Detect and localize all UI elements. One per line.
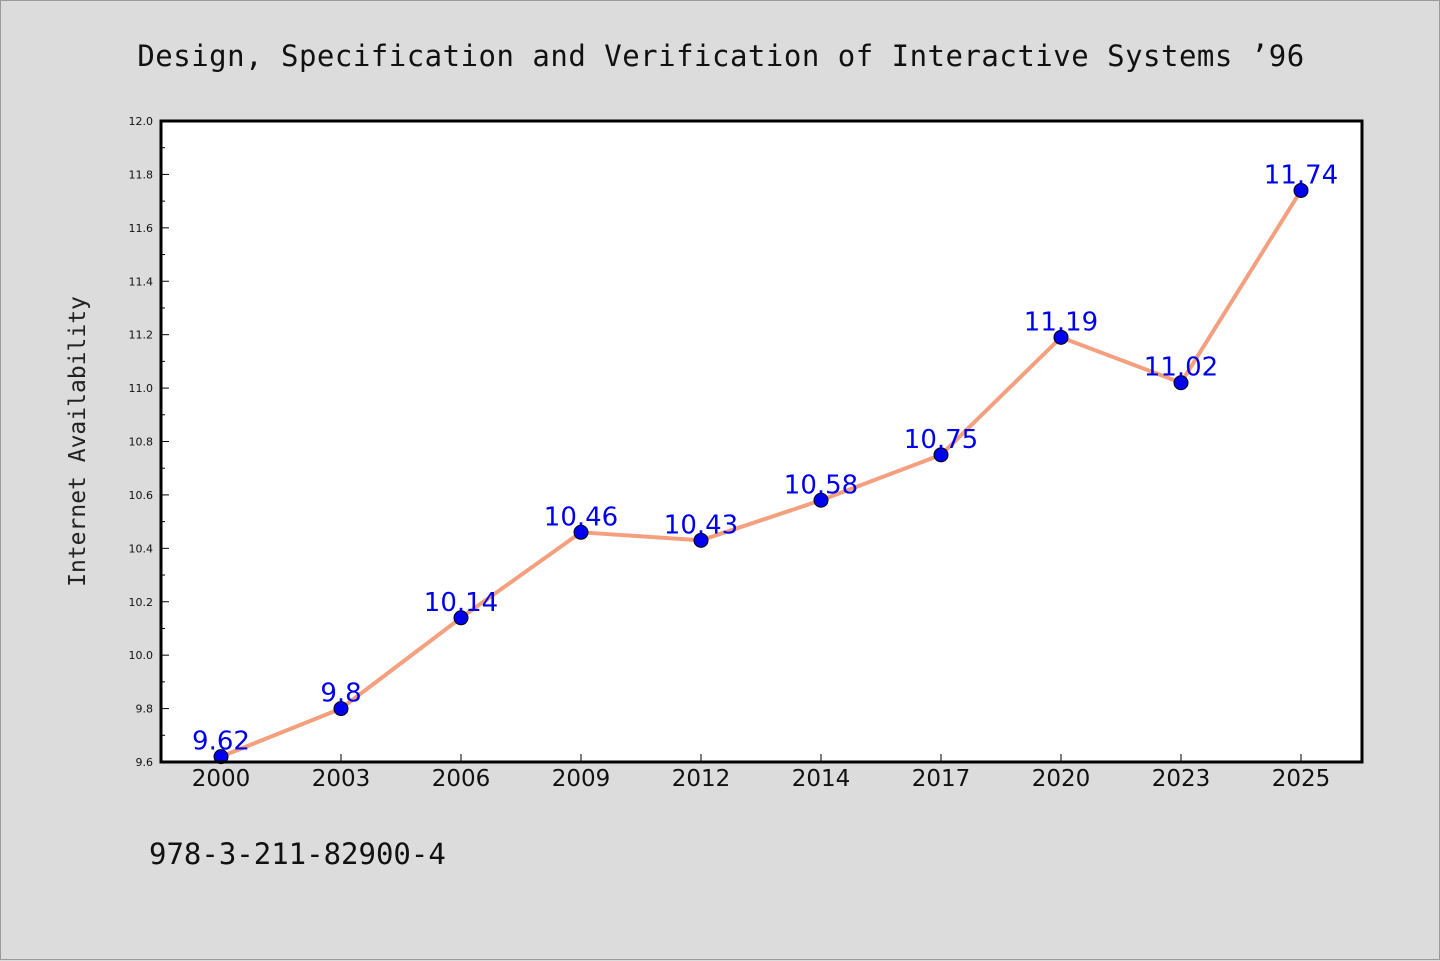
data-point — [453, 610, 469, 626]
y-tick-label: 12.0 — [129, 115, 154, 128]
data-label: 9.8 — [320, 679, 361, 709]
y-tick-label: 11.6 — [129, 222, 154, 235]
data-label: 10.46 — [544, 502, 618, 532]
y-axis-label: Internet Availability — [65, 296, 91, 587]
chart-title: Design, Specification and Verification o… — [137, 39, 1305, 73]
y-tick-label: 11.8 — [129, 168, 154, 181]
data-label: 10.75 — [904, 425, 978, 455]
x-tick-label: 2000 — [192, 766, 251, 792]
data-label: 11.74 — [1264, 160, 1338, 190]
y-tick-label: 10.4 — [129, 542, 154, 555]
y-tick-label: 11.0 — [129, 382, 154, 395]
data-label: 11.02 — [1144, 353, 1218, 383]
data-point — [1053, 329, 1069, 345]
data-label: 9.62 — [192, 727, 250, 757]
data-point — [1173, 375, 1189, 391]
y-tick-label: 9.8 — [136, 703, 154, 716]
data-label: 10.43 — [664, 510, 738, 540]
y-tick-label: 10.8 — [129, 436, 154, 449]
x-tick-label: 2009 — [552, 766, 611, 792]
plot-frame — [159, 119, 1364, 764]
y-tick-label: 11.4 — [129, 275, 154, 288]
y-tick-label: 9.6 — [136, 756, 154, 769]
data-point — [813, 492, 829, 508]
x-tick-label: 2020 — [1032, 766, 1091, 792]
x-tick-label: 2012 — [672, 766, 731, 792]
data-label: 10.58 — [784, 470, 858, 500]
data-point — [693, 532, 709, 548]
y-tick-label: 10.6 — [129, 489, 154, 502]
x-tick-label: 2017 — [912, 766, 971, 792]
data-point — [1293, 182, 1309, 198]
data-label: 10.14 — [424, 588, 498, 618]
y-tick-label: 10.0 — [129, 649, 154, 662]
x-tick-label: 2014 — [792, 766, 851, 792]
x-tick-label: 2025 — [1272, 766, 1331, 792]
x-tick-label: 2003 — [312, 766, 371, 792]
series-line — [219, 188, 1303, 759]
x-tick-label: 2006 — [432, 766, 491, 792]
data-point — [573, 524, 589, 540]
data-point — [213, 749, 229, 765]
data-point — [333, 701, 349, 717]
x-tick-label: 2023 — [1152, 766, 1211, 792]
y-tick-label: 11.2 — [129, 329, 154, 342]
plot-area — [161, 121, 1362, 762]
y-tick-label: 10.2 — [129, 596, 154, 609]
data-label: 11.19 — [1024, 307, 1098, 337]
isbn-footer: 978-3-211-82900-4 — [149, 837, 446, 871]
data-point — [933, 447, 949, 463]
